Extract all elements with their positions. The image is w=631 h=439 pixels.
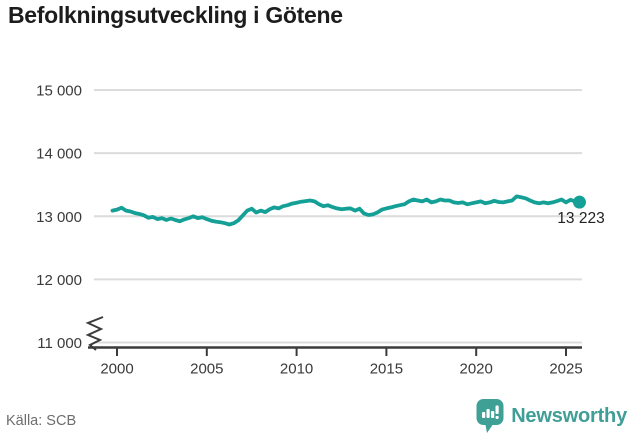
y-tick-label: 12 000 <box>36 272 82 289</box>
axis-break-icon <box>85 316 104 351</box>
y-tick-label: 15 000 <box>36 83 82 100</box>
population-line-chart: 15 000 14 000 13 000 12 000 11 000 2000 2005 20… <box>36 83 586 378</box>
y-tick-label: 11 000 <box>37 335 82 352</box>
source-note: Källa: SCB <box>6 413 77 429</box>
last-value-label: 13 223 <box>557 210 605 227</box>
end-point-dot <box>572 195 586 209</box>
y-tick-label: 14 000 <box>36 146 82 163</box>
population-line <box>110 194 582 227</box>
x-tick-label: 2000 <box>100 361 133 378</box>
bar-chart-speech-bubble-icon <box>476 399 504 433</box>
x-tick-label: 2020 <box>460 361 493 378</box>
x-tick-label: 2015 <box>370 361 403 378</box>
chart-footer: Källa: SCB Newsworthy <box>0 399 631 435</box>
x-tick-label: 2025 <box>549 361 582 378</box>
x-tick-label: 2010 <box>280 361 313 378</box>
newsworthy-wordmark: Newsworthy <box>511 404 627 427</box>
y-tick-label: 13 000 <box>36 209 82 226</box>
chart-title: Befolkningsutveckling i Götene <box>8 2 343 28</box>
x-tick-label: 2005 <box>190 361 223 378</box>
newsworthy-brand: Newsworthy <box>476 399 627 433</box>
